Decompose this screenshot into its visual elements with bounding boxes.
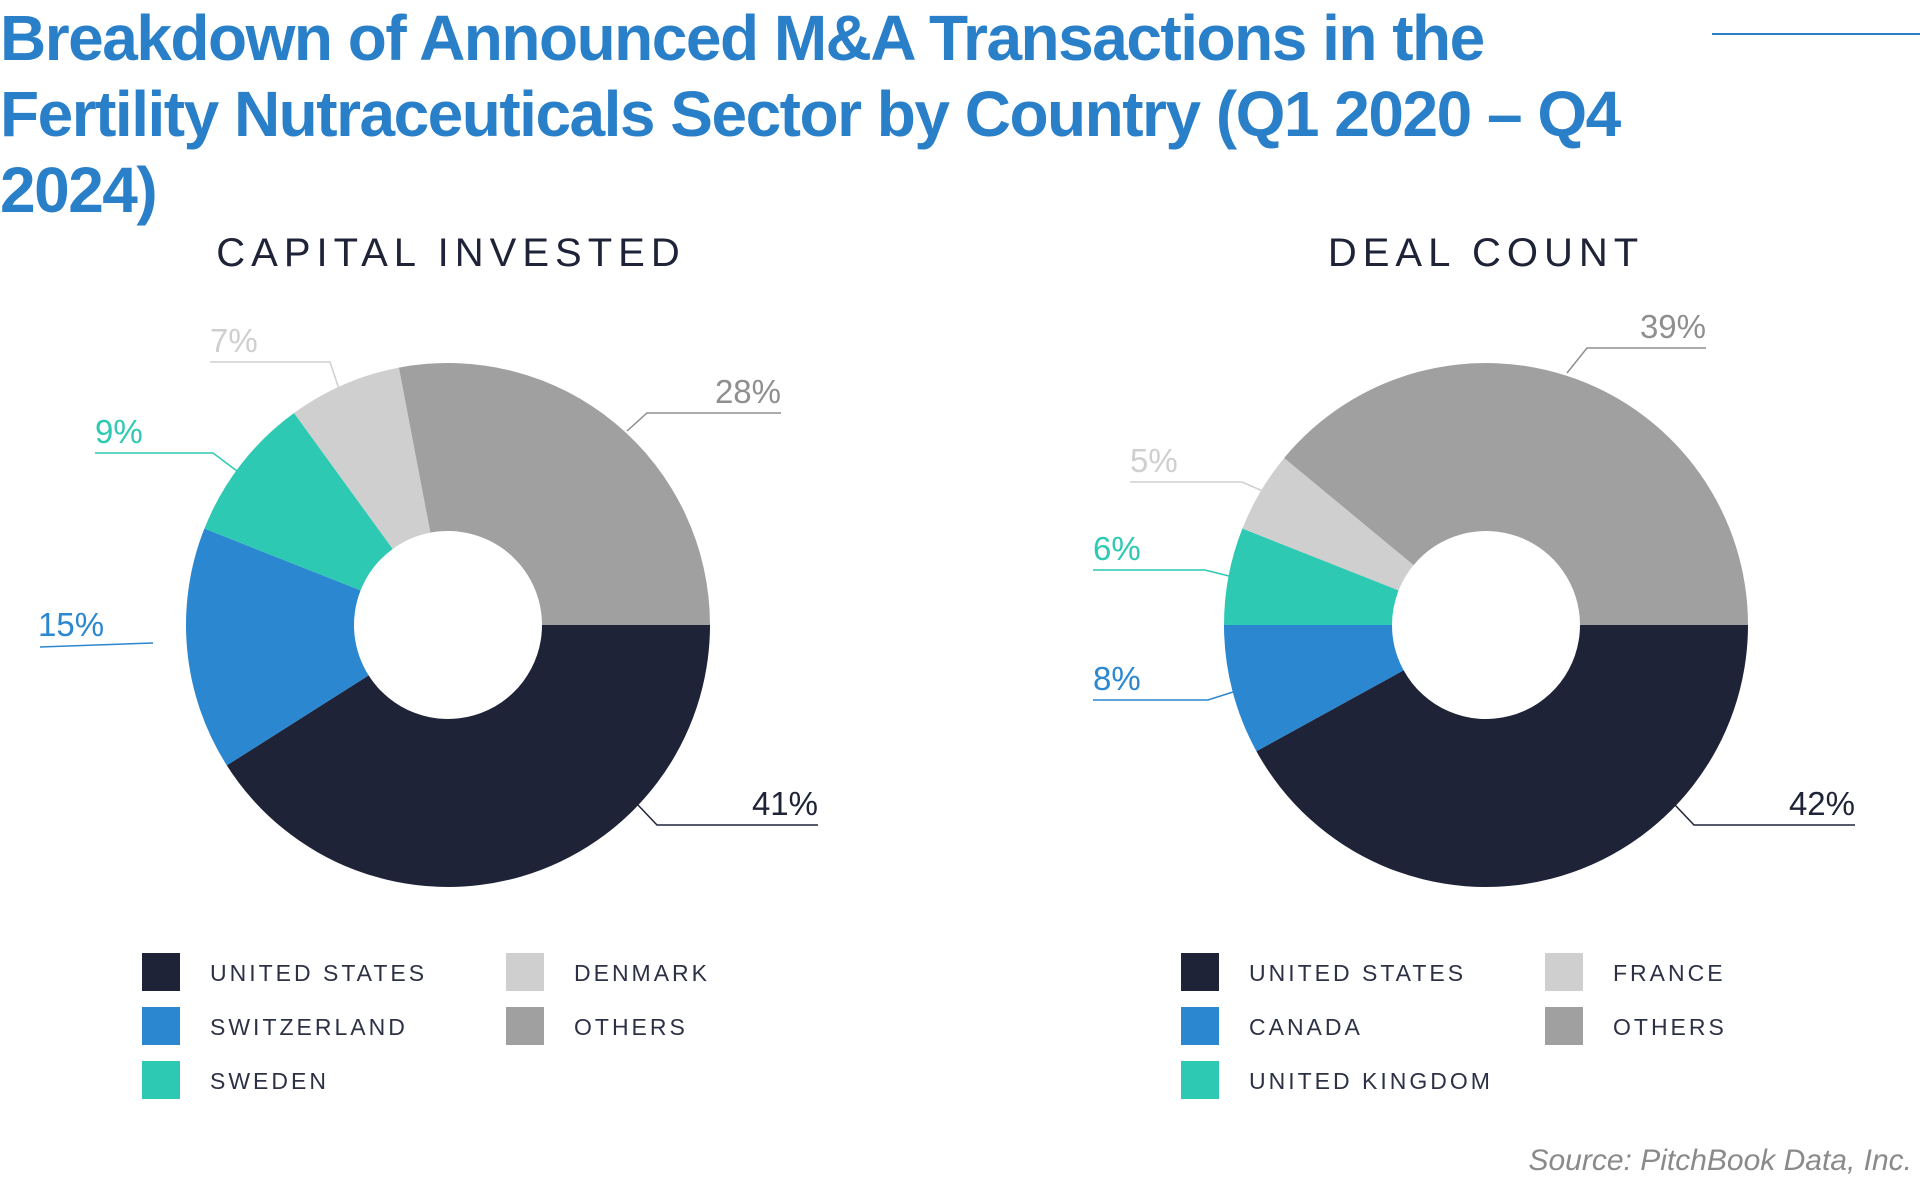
source-note: Source: PitchBook Data, Inc. (1528, 1144, 1912, 1177)
deal-count-slice-others (1284, 362, 1748, 625)
deal-count-legend-swatch-united-kingdom (1181, 1061, 1219, 1099)
title-rule (1712, 33, 1920, 35)
deal-count-slice-united-states (1256, 625, 1748, 888)
capital-invested-slice-switzerland (186, 528, 369, 766)
deal-count-legend-label-united-states: UNITED STATES (1249, 960, 1466, 986)
capital-invested-leader-switzerland (39, 642, 154, 648)
deal-count-leader-others (1566, 347, 1706, 374)
deal-count-pct-canada: 8% (1093, 660, 1141, 697)
capital-invested-slice-others (398, 363, 710, 625)
deal-count-pct-united-kingdom: 6% (1093, 530, 1141, 567)
capital-invested-title: CAPITAL INVESTED (216, 231, 685, 275)
deal-count-legend-swatch-united-states (1181, 953, 1219, 991)
deal-count-leader-united-states (1674, 804, 1855, 826)
capital-invested-legend-label-denmark: DENMARK (574, 960, 710, 986)
capital-invested-legend-swatch-united-states (142, 953, 180, 991)
deal-count-leader-canada (1093, 691, 1234, 701)
deal-count-title: DEAL COUNT (1328, 231, 1644, 275)
deal-count-slice-france (1242, 457, 1414, 591)
capital-invested-legend-swatch-switzerland (142, 1007, 180, 1045)
capital-invested-legend-swatch-sweden (142, 1061, 180, 1099)
deal-count-leader-france (1130, 481, 1266, 493)
deal-count-pct-others: 39% (1640, 308, 1706, 345)
capital-invested-legend-label-united-states: UNITED STATES (210, 960, 427, 986)
capital-invested-pct-united-states: 41% (752, 785, 818, 822)
deal-count-leader-united-kingdom (1093, 569, 1234, 578)
capital-invested-legend-swatch-denmark (506, 953, 544, 991)
capital-invested-leader-united-states (637, 804, 818, 826)
capital-invested-leader-sweden (95, 452, 238, 472)
title-block: Breakdown of Announced M&A Transactions … (0, 0, 1700, 228)
capital-invested-slice-united-states (226, 625, 711, 888)
deal-count-legend-swatch-france (1545, 953, 1583, 991)
capital-invested-slice-sweden (204, 413, 393, 591)
capital-invested-legend-label-sweden: SWEDEN (210, 1068, 329, 1094)
capital-invested-pct-sweden: 9% (95, 413, 143, 450)
capital-invested-leader-others (626, 412, 781, 432)
deal-count-pct-france: 5% (1130, 442, 1178, 479)
deal-count-slice-canada (1224, 625, 1404, 752)
capital-invested-slice-denmark (294, 367, 431, 549)
deal-count-legend-label-others: OTHERS (1613, 1014, 1727, 1040)
deal-count-legend-swatch-others (1545, 1007, 1583, 1045)
deal-count-pct-united-states: 42% (1789, 785, 1855, 822)
deal-count-chart: DEAL COUNT 42% UNITED STATES 8% CANADA 6% UNIT… (1093, 231, 1855, 1099)
deal-count-legend-label-france: FRANCE (1613, 960, 1726, 986)
deal-count-slice-united-kingdom (1224, 528, 1399, 625)
capital-invested-leader-denmark (210, 361, 341, 393)
deal-count-legend-label-canada: CANADA (1249, 1014, 1363, 1040)
deal-count-legend-label-united-kingdom: UNITED KINGDOM (1249, 1068, 1493, 1094)
capital-invested-pct-others: 28% (715, 373, 781, 410)
capital-invested-legend-label-others: OTHERS (574, 1014, 688, 1040)
deal-count-legend-swatch-canada (1181, 1007, 1219, 1045)
capital-invested-chart: CAPITAL INVESTED 41% UNITED STATES 15% SWITZ… (38, 231, 818, 1099)
capital-invested-pct-denmark: 7% (210, 322, 258, 359)
capital-invested-pct-switzerland: 15% (38, 606, 104, 643)
capital-invested-legend-swatch-others (506, 1007, 544, 1045)
page-title: Breakdown of Announced M&A Transactions … (0, 2, 1621, 226)
capital-invested-legend-label-switzerland: SWITZERLAND (210, 1014, 408, 1040)
